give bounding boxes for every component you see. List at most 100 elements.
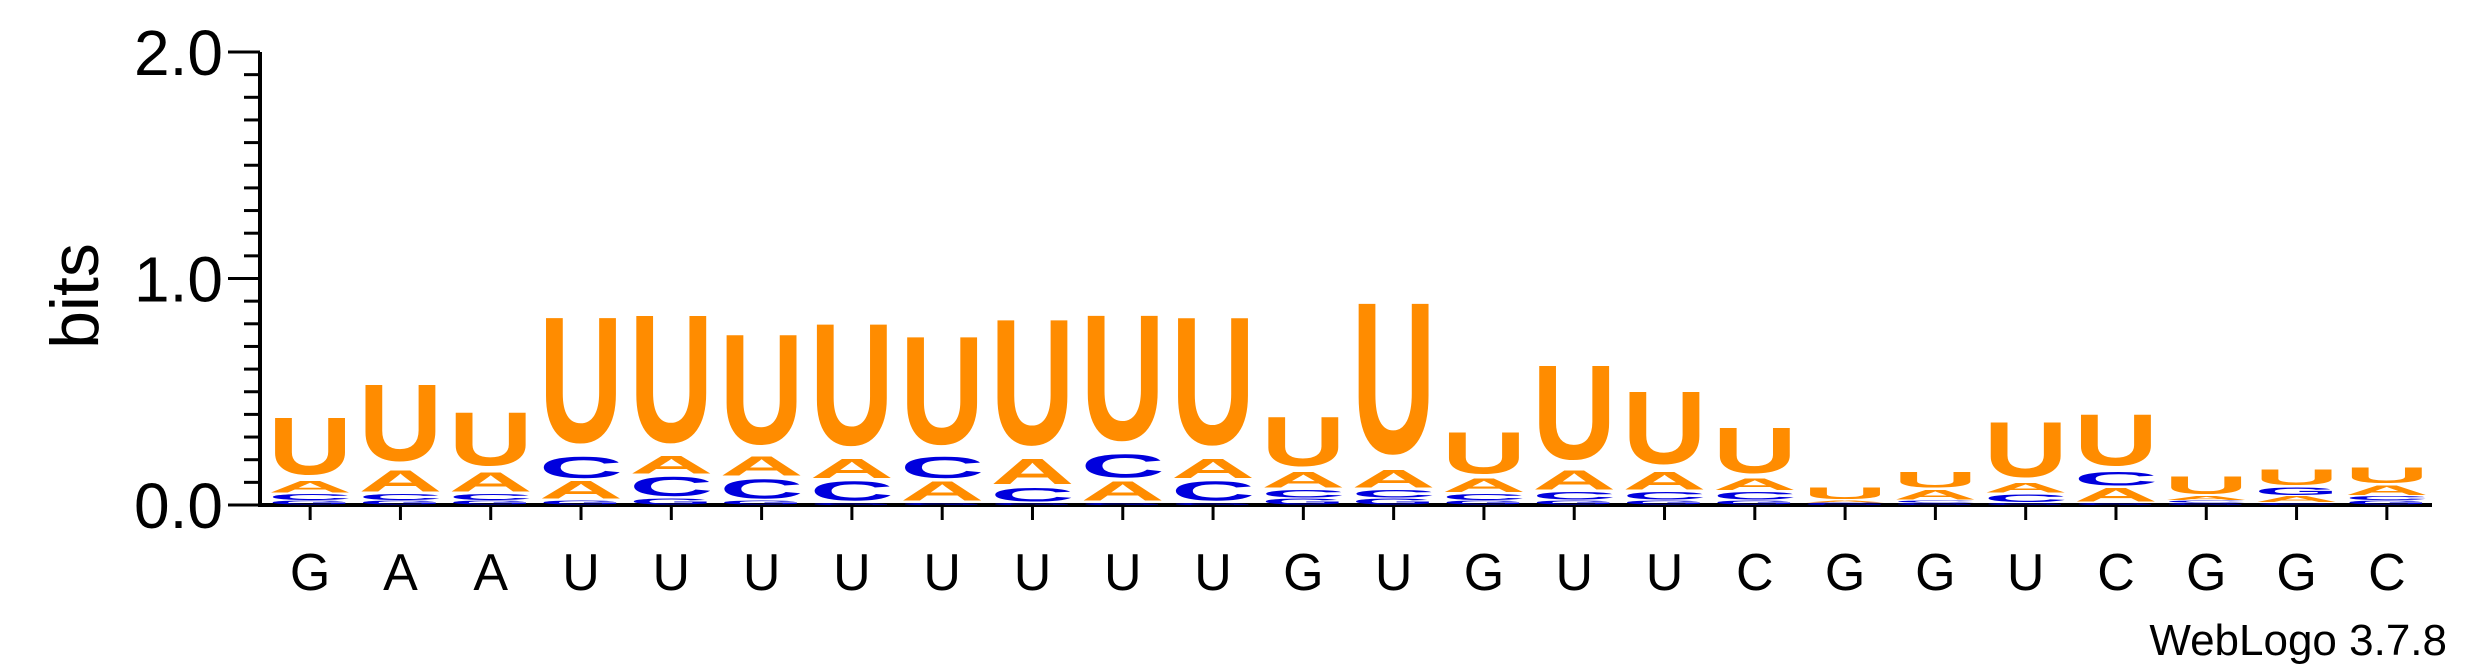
letter-U: U <box>810 288 894 482</box>
x-tick-label: C <box>2097 544 2135 602</box>
letter-A: A <box>1081 475 1165 507</box>
letter-G: G <box>2255 485 2339 497</box>
letter-U: U <box>2164 471 2248 499</box>
letter-C: C <box>1171 475 1255 507</box>
letter-G: G <box>2164 502 2248 505</box>
letter-A: A <box>900 475 984 507</box>
x-tick-label: U <box>923 544 961 602</box>
letter-C: C <box>268 492 352 501</box>
letter-A: A <box>1893 487 1977 503</box>
letter-G: G <box>539 500 623 506</box>
x-tick-label: U <box>1014 544 1052 602</box>
x-tick-label: A <box>383 544 418 602</box>
letter-A: A <box>1171 452 1255 484</box>
weblogo-credit: WebLogo 3.7.8 <box>2149 616 2447 665</box>
letter-G: G <box>1532 500 1616 506</box>
letter-C: C <box>1352 487 1436 500</box>
letter-U: U <box>1803 484 1887 503</box>
letter-G: G <box>1893 502 1977 505</box>
letter-U: U <box>2345 463 2429 488</box>
letter-A: A <box>1803 500 1887 503</box>
letter-C: C <box>2345 495 2429 501</box>
y-axis: 0.0 1.0 2.0 bits <box>37 17 262 542</box>
letter-A: A <box>720 450 804 482</box>
letter-A: A <box>1352 464 1436 492</box>
letter-C: C <box>1081 448 1165 485</box>
x-tick-label: G <box>1464 544 1504 602</box>
letter-U: U <box>1713 415 1797 487</box>
letter-G: G <box>358 500 442 506</box>
letter-U: U <box>1081 278 1165 479</box>
letter-U: U <box>2255 465 2339 490</box>
letter-A: A <box>1984 480 2068 496</box>
letter-C: C <box>720 473 804 505</box>
x-tick-label: U <box>1104 544 1142 602</box>
letter-G: G <box>1984 502 2068 505</box>
letter-A: A <box>268 477 352 496</box>
letter-C: C <box>1532 489 1616 502</box>
letter-G: G <box>1442 500 1526 506</box>
x-tick-label: U <box>653 544 691 602</box>
letter-G: G <box>2345 500 2429 506</box>
letter-A: A <box>1623 467 1707 495</box>
letter-A: A <box>1532 464 1616 496</box>
letter-A: A <box>2345 482 2429 498</box>
letter-G: G <box>1623 500 1707 506</box>
y-axis-label: bits <box>37 243 113 349</box>
letter-C: C <box>990 484 1074 506</box>
x-tick-label: U <box>833 544 871 602</box>
letter-G: G <box>1352 497 1436 506</box>
letter-G: G <box>2074 502 2158 505</box>
x-tick-label: G <box>2276 544 2316 602</box>
letter-G: G <box>810 502 894 505</box>
letter-U: U <box>629 277 713 481</box>
letter-U: U <box>720 302 804 477</box>
x-tick-label: U <box>562 544 600 602</box>
x-tick-label: C <box>1736 544 1774 602</box>
letter-stacks: GCAUGCAUGCAUGACUGCAUGCAUGCAUGACUGCAUGACU… <box>268 257 2429 507</box>
x-tick-label: U <box>1194 544 1232 602</box>
letter-C: C <box>2164 500 2248 503</box>
letter-U: U <box>449 397 533 482</box>
letter-A: A <box>2164 495 2248 501</box>
letter-U: U <box>1984 406 2068 494</box>
letter-C: C <box>539 450 623 485</box>
letter-C: C <box>1713 489 1797 502</box>
letter-G: G <box>900 502 984 505</box>
letter-U: U <box>1261 403 1345 481</box>
letter-U: U <box>1623 370 1707 486</box>
letter-A: A <box>358 464 442 499</box>
letter-G: G <box>1171 502 1255 505</box>
letter-C: C <box>900 450 984 485</box>
letter-U: U <box>2074 399 2158 481</box>
letter-U: U <box>268 401 352 492</box>
x-tick-label: U <box>1555 544 1593 602</box>
letter-G: G <box>990 502 1074 505</box>
letter-U: U <box>900 304 984 477</box>
letter-C: C <box>629 471 713 503</box>
letter-A: A <box>449 466 533 498</box>
letter-U: U <box>1171 279 1255 483</box>
letter-G: G <box>1803 504 1887 506</box>
letter-U: U <box>990 283 1074 484</box>
letter-A: A <box>2074 484 2158 506</box>
